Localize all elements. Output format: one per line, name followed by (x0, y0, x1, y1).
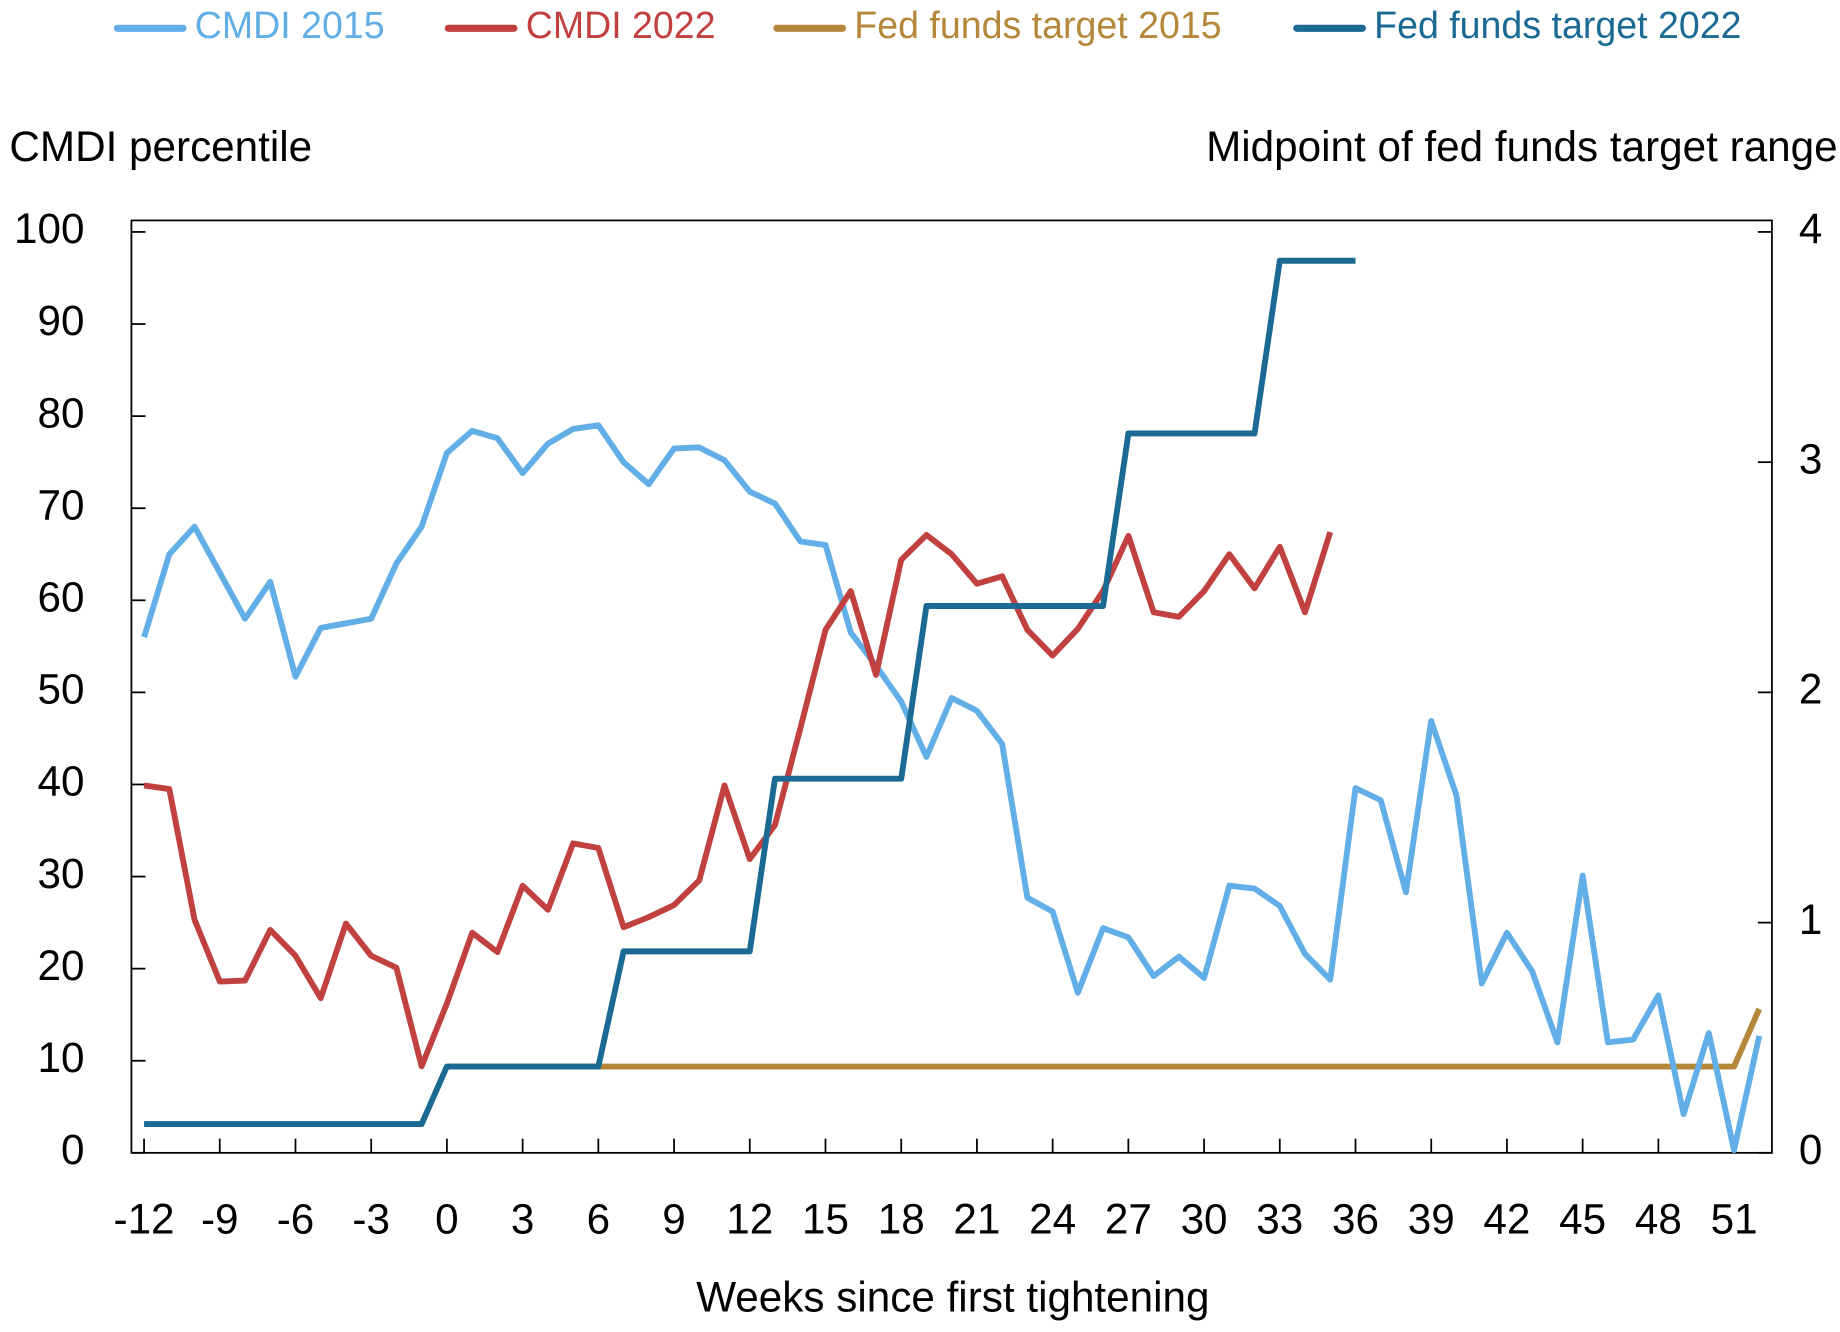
x-tick-label: 27 (1105, 1196, 1152, 1243)
x-tick-label: -12 (114, 1196, 175, 1243)
plot-frame (130, 219, 1773, 1154)
x-tick-label: 18 (878, 1196, 925, 1243)
x-tick-label: 12 (726, 1196, 773, 1243)
y-tick-label: 90 (38, 297, 85, 344)
y2-tick-label: 3 (1799, 435, 1822, 482)
legend-label: Fed funds target 2022 (1374, 4, 1741, 46)
y-axis-title: CMDI percentile (9, 123, 312, 170)
y2-tick-label: 2 (1799, 666, 1822, 713)
x-tick-label: -3 (352, 1196, 390, 1243)
x-tick-label: 9 (662, 1196, 685, 1243)
series-line (446, 1007, 1762, 1070)
legend-label: CMDI 2022 (526, 4, 716, 46)
y-tick-label: 20 (38, 942, 85, 989)
y-tick-label: 0 (61, 1126, 84, 1173)
y-tick-label: 100 (14, 205, 84, 252)
y-tick-label: 70 (38, 481, 85, 528)
x-tick-label: 0 (435, 1196, 458, 1243)
x-tick-label: 15 (802, 1196, 849, 1243)
x-tick-label: 42 (1483, 1196, 1530, 1243)
x-tick-label: 3 (511, 1196, 534, 1243)
y2-tick-label: 4 (1799, 205, 1822, 252)
x-axis-title: Weeks since first tightening (696, 1273, 1209, 1320)
x-tick-label: 24 (1029, 1196, 1076, 1243)
x-tick-label: 21 (953, 1196, 1000, 1243)
series-line (141, 422, 1763, 1154)
y-tick-label: 80 (38, 389, 85, 436)
x-tick-label: 36 (1332, 1196, 1379, 1243)
y-tick-label: 40 (38, 758, 85, 805)
legend-label: CMDI 2015 (195, 4, 385, 46)
x-tick-label: 51 (1711, 1196, 1758, 1243)
y-tick-label: 10 (38, 1034, 85, 1081)
x-tick-label: -9 (201, 1196, 239, 1243)
y-tick-label: 60 (38, 573, 85, 620)
legend-label: Fed funds target 2015 (854, 4, 1221, 46)
y2-tick-label: 1 (1799, 896, 1822, 943)
y-tick-label: 30 (38, 850, 85, 897)
series-line (144, 257, 1356, 1128)
x-tick-label: 45 (1559, 1196, 1606, 1243)
x-tick-label: -6 (277, 1196, 315, 1243)
y-tick-label: 50 (38, 666, 85, 713)
series-line (143, 531, 1334, 1070)
y2-tick-label: 0 (1799, 1126, 1822, 1173)
x-tick-label: 39 (1408, 1196, 1455, 1243)
y2-axis-title: Midpoint of fed funds target range (1206, 123, 1838, 170)
x-tick-label: 30 (1181, 1196, 1228, 1243)
x-tick-label: 48 (1635, 1196, 1682, 1243)
x-tick-label: 33 (1256, 1196, 1303, 1243)
x-tick-label: 6 (587, 1196, 610, 1243)
